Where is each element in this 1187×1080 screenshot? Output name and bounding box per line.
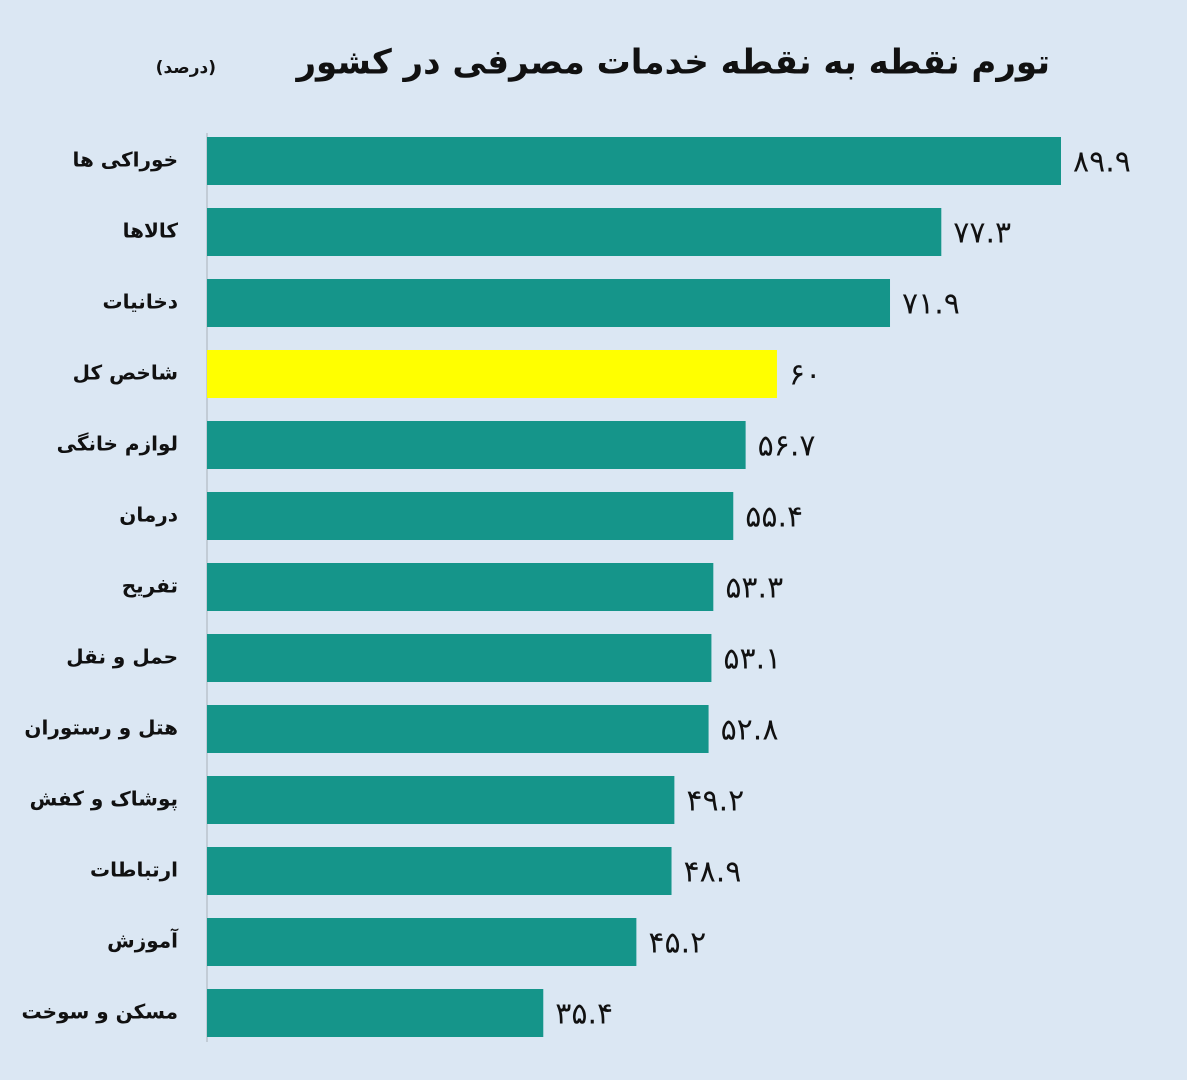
value-label: ۵۳.۱ [723, 642, 781, 677]
bar [207, 705, 709, 753]
value-label: ۵۲.۸ [721, 713, 779, 748]
bar [207, 563, 714, 611]
category-label: تفریح [122, 574, 178, 598]
value-label: ۵۳.۳ [725, 571, 783, 606]
value-label: ۴۹.۲ [686, 784, 744, 819]
category-label: خوراکی ها [72, 148, 178, 172]
category-label: پوشاک و کفش [30, 787, 178, 812]
bar [207, 634, 712, 682]
category-label: هتل و رستوران [24, 716, 178, 740]
category-label: دخانیات [103, 290, 178, 314]
category-label: شاخص کل [73, 361, 178, 385]
category-label: ارتباطات [90, 858, 178, 882]
category-label: لوازم خانگی [57, 432, 178, 456]
bar [207, 208, 942, 256]
value-label: ۸۹.۹ [1073, 145, 1131, 180]
bar [207, 492, 734, 540]
value-label: ۵۵.۴ [745, 500, 803, 535]
value-label: ۵۶.۷ [758, 429, 816, 464]
value-label: ۴۵.۲ [648, 926, 706, 961]
bar [207, 989, 544, 1037]
value-label: ۳۵.۴ [555, 997, 613, 1032]
bar [207, 279, 891, 327]
bar [207, 776, 675, 824]
chart-subtitle: (درصد) [156, 58, 216, 78]
bar [207, 847, 672, 895]
value-label: ۷۷.۳ [953, 216, 1011, 251]
category-label: درمان [119, 503, 178, 527]
bar [207, 421, 746, 469]
category-label: کالاها [123, 219, 179, 243]
category-label: آموزش [107, 928, 179, 953]
bar [207, 918, 637, 966]
value-label: ۴۸.۹ [684, 855, 742, 890]
value-label: ۷۱.۹ [902, 287, 960, 322]
bar [207, 137, 1061, 185]
bar [207, 350, 777, 398]
category-label: حمل و نقل [66, 645, 178, 669]
chart-title: تورم نقطه به نقطه خدمات مصرفی در کشور [294, 43, 1050, 83]
category-label: مسکن و سوخت [21, 1000, 178, 1024]
value-label: ۶۰ [789, 358, 821, 393]
